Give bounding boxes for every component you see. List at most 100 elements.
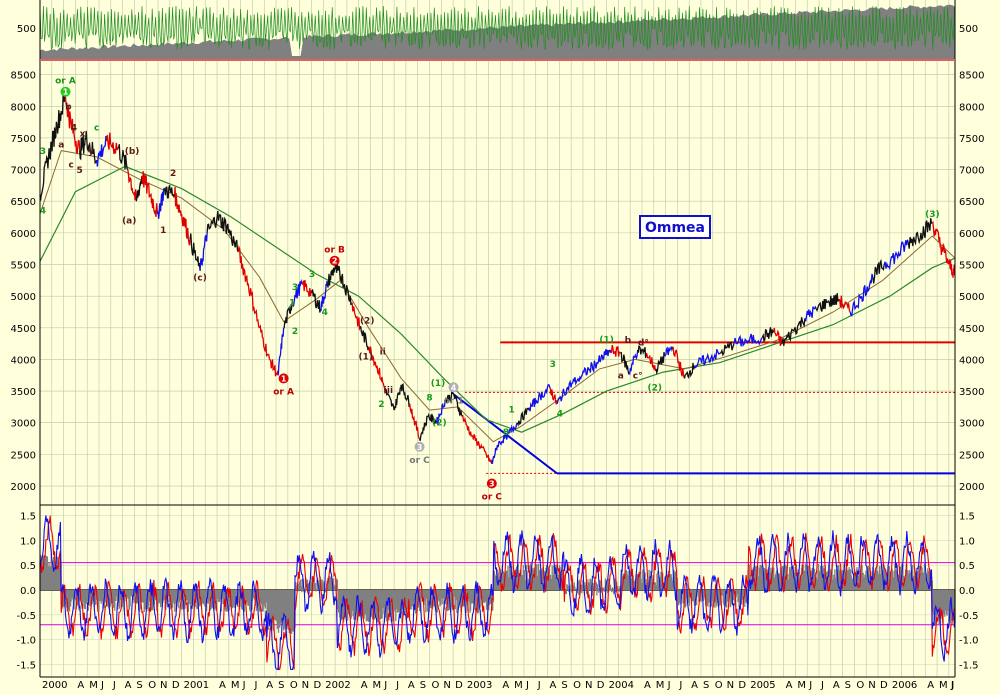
x-month-label: M: [372, 680, 381, 691]
price-segment: [444, 390, 455, 404]
wave-marker: [414, 441, 425, 452]
wave-marker-number: 1: [281, 374, 287, 383]
price-segment: [301, 280, 313, 297]
chart-title: Ommea: [645, 220, 705, 236]
x-month-label: S: [703, 680, 709, 691]
y-tick-label-left: 2000: [11, 482, 36, 493]
wave-label: (2): [647, 383, 662, 393]
osc-line-slow: [39, 515, 955, 671]
osc-tick-label-right: 1.5: [959, 511, 975, 522]
x-year-label: 2002: [325, 680, 350, 691]
wave-label: b: [625, 336, 632, 346]
price-segment: [628, 349, 639, 377]
wave-label: (1): [599, 335, 614, 345]
wave-marker-caption: or 1: [444, 396, 464, 406]
wave-label: 4: [557, 409, 563, 419]
price-segment: [645, 352, 657, 372]
osc-line-fast: [39, 515, 955, 671]
wave-label: 2: [292, 327, 298, 337]
wave-label: y: [88, 147, 94, 157]
x-month-label: J: [100, 680, 104, 691]
wave-label: 2: [378, 400, 384, 410]
price-segment: [940, 242, 950, 265]
y-tick-label-left: 6000: [11, 229, 36, 240]
price-segment: [105, 132, 119, 155]
price-segment: [237, 244, 249, 286]
x-month-label: O: [432, 680, 440, 691]
price-segment: [64, 96, 72, 129]
price-segment: [127, 169, 137, 202]
price-segment: [351, 302, 361, 331]
price-segment: [528, 397, 540, 412]
x-month-label: D: [597, 680, 605, 691]
moving-average-slow: [39, 165, 956, 433]
price-segment: [173, 186, 183, 217]
wave-marker-caption: or B: [324, 246, 345, 256]
price-segment: [384, 389, 395, 411]
x-month-label: S: [561, 680, 567, 691]
y-tick-label-left: 2500: [11, 450, 36, 461]
price-segment: [491, 444, 499, 465]
x-month-label: N: [727, 680, 734, 691]
y-tick-label-left: 5500: [11, 261, 36, 272]
x-month-label: M: [231, 680, 240, 691]
price-segment: [620, 351, 630, 376]
wave-marker-number: 1: [63, 88, 69, 97]
price-segment: [761, 327, 775, 343]
x-month-label: J: [537, 680, 541, 691]
x-month-label: J: [253, 680, 257, 691]
y-tick-label-left: 4000: [11, 355, 36, 366]
y-tick-label-left: 7000: [11, 166, 36, 177]
price-segment: [269, 358, 279, 377]
x-month-label: O: [715, 680, 723, 691]
x-month-label: A: [502, 680, 509, 691]
x-month-label: O: [573, 680, 581, 691]
y-tick-label-left: 6500: [11, 197, 36, 208]
y-tick-label-left: 8500: [11, 71, 36, 82]
price-segment: [258, 324, 271, 360]
y-tick-label-left: 7500: [11, 134, 36, 145]
wave-marker: [448, 382, 459, 393]
moving-average-fast: [39, 150, 956, 443]
wave-label: c: [94, 123, 99, 133]
price-segment: [781, 328, 794, 346]
y-tick-label-right: 3000: [959, 419, 984, 430]
x-month-label: J: [667, 680, 671, 691]
y-tick-label-right: 8000: [959, 102, 984, 113]
y-tick-label-right: 5000: [959, 292, 984, 303]
price-segment: [341, 273, 353, 306]
price-segment: [588, 355, 602, 374]
osc-tick-label-left: 0.5: [20, 561, 36, 572]
x-month-label: A: [927, 680, 934, 691]
price-segment: [719, 341, 735, 357]
price-segment: [247, 283, 261, 329]
x-month-label: S: [136, 680, 142, 691]
price-segment: [141, 171, 152, 199]
x-month-label: A: [644, 680, 651, 691]
y-tick-label-right: 7000: [959, 166, 984, 177]
osc-tick-label-right: 0.0: [959, 586, 975, 597]
x-month-label: J: [395, 680, 399, 691]
price-segment: [549, 387, 558, 406]
x-month-label: J: [820, 680, 824, 691]
x-month-label: D: [455, 680, 463, 691]
y-tick-label-right: 7500: [959, 134, 984, 145]
price-segment: [733, 334, 749, 347]
wave-marker-number: 2: [332, 257, 338, 266]
price-segment: [471, 434, 483, 450]
price-segment: [920, 218, 933, 242]
x-month-label: D: [172, 680, 180, 691]
price-segment: [896, 239, 909, 260]
x-month-label: N: [443, 680, 450, 691]
x-month-label: S: [845, 680, 851, 691]
y-tick-label-right: 5500: [959, 261, 984, 272]
osc-tick-label-right: -1.5: [959, 661, 979, 672]
price-segment: [705, 348, 721, 363]
price-segment: [47, 121, 58, 160]
wave-marker-number: 3: [489, 479, 495, 488]
y-tick-label-left: 4500: [11, 324, 36, 335]
x-month-label: A: [266, 680, 273, 691]
wave-label: (b): [125, 147, 140, 157]
wave-label: (1): [431, 379, 446, 389]
